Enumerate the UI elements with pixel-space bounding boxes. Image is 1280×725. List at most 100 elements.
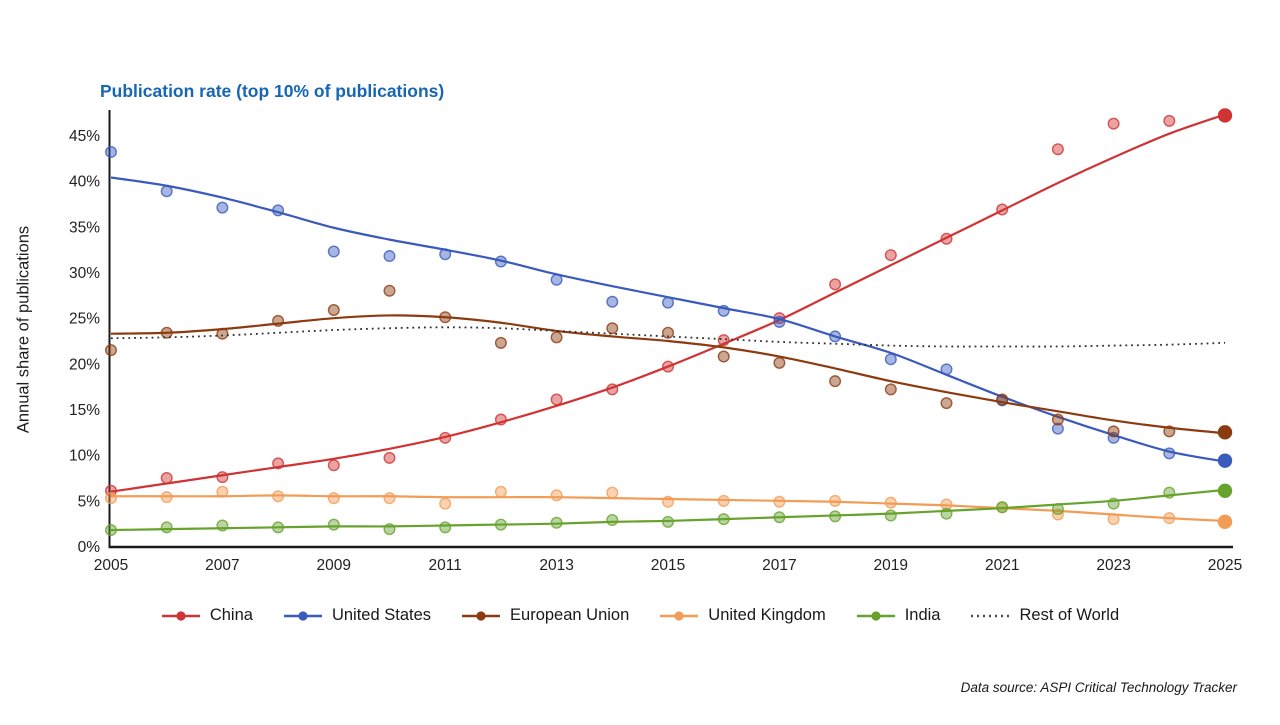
data-point-united-states-2008: [272, 204, 285, 217]
data-point-united-kingdom-2025: [1217, 514, 1233, 530]
data-point-india-2016: [717, 513, 730, 526]
data-point-european-union-2005: [104, 344, 117, 357]
data-point-european-union-2009: [327, 303, 340, 316]
data-point-united-states-2022: [1051, 422, 1064, 435]
data-point-united-states-2011: [439, 248, 452, 261]
data-point-european-union-2023: [1107, 425, 1120, 438]
trend-line-rest-of-world: [110, 326, 1226, 348]
data-point-european-union-2016: [717, 350, 730, 363]
data-point-united-states-2005: [104, 145, 117, 158]
data-point-india-2014: [606, 514, 619, 527]
data-point-india-2015: [662, 515, 675, 528]
data-point-india-2021: [996, 501, 1009, 514]
x-tick-label: 2019: [874, 557, 908, 574]
data-point-united-kingdom-2019: [884, 496, 897, 509]
data-point-united-states-2009: [327, 245, 340, 258]
chart-title: Publication rate (top 10% of publication…: [100, 81, 445, 101]
data-point-china-2013: [550, 393, 563, 406]
data-source-note: Data source: ASPI Critical Technology Tr…: [960, 680, 1237, 695]
data-point-china-2009: [327, 459, 340, 472]
data-point-united-kingdom-2014: [606, 486, 619, 499]
dotted-line-marker-icon: [971, 614, 1010, 617]
data-point-united-kingdom-2006: [160, 491, 173, 504]
legend-label: United Kingdom: [708, 606, 826, 624]
data-point-united-states-2018: [829, 330, 842, 343]
data-point-united-kingdom-2005: [104, 492, 117, 505]
y-tick-label: 25%: [69, 311, 100, 328]
y-tick-label: 5%: [78, 493, 101, 510]
legend-item-china: China: [161, 606, 253, 625]
data-point-china-2010: [383, 451, 396, 464]
data-point-india-2010: [383, 523, 396, 536]
legend-item-united-states: United States: [283, 606, 431, 625]
trend-line-european-union: [110, 314, 1226, 435]
data-point-united-kingdom-2011: [439, 497, 452, 510]
data-point-european-union-2015: [662, 326, 675, 339]
data-point-china-2006: [160, 472, 173, 485]
data-point-india-2024: [1163, 486, 1176, 499]
data-point-united-states-2017: [773, 315, 786, 328]
data-point-india-2009: [327, 518, 340, 531]
data-point-united-kingdom-2015: [662, 495, 675, 508]
line-dot-marker-icon: [462, 610, 501, 621]
data-point-india-2012: [494, 518, 507, 531]
legend-item-india: India: [856, 606, 940, 625]
y-tick-label: 0%: [78, 539, 101, 556]
data-point-united-states-2012: [494, 255, 507, 268]
x-tick-label: 2015: [651, 557, 685, 574]
data-point-china-2015: [662, 360, 675, 373]
data-point-china-2019: [884, 249, 897, 262]
data-point-india-2022: [1051, 503, 1064, 516]
legend-item-united-kingdom: United Kingdom: [659, 606, 826, 625]
data-point-united-kingdom-2008: [272, 490, 285, 503]
legend-item-rest-of-world: Rest of World: [970, 606, 1119, 625]
data-point-european-union-2006: [160, 326, 173, 339]
data-point-china-2024: [1163, 114, 1176, 127]
data-point-united-states-2006: [160, 185, 173, 198]
y-tick-label: 40%: [69, 174, 100, 191]
data-point-india-2017: [773, 511, 786, 524]
data-point-china-2011: [439, 431, 452, 444]
data-point-united-kingdom-2024: [1163, 512, 1176, 525]
data-point-india-2025: [1217, 483, 1233, 498]
data-point-india-2023: [1107, 497, 1120, 510]
data-point-european-union-2025: [1217, 425, 1233, 440]
data-point-european-union-2007: [216, 327, 229, 340]
trend-line-united-kingdom: [111, 494, 1226, 523]
data-point-european-union-2011: [439, 311, 452, 324]
data-point-china-2020: [940, 232, 953, 245]
legend-label: Rest of World: [1019, 606, 1120, 624]
line-dot-marker-icon: [856, 610, 895, 621]
data-point-united-states-2023: [1107, 431, 1120, 444]
data-point-united-kingdom-2016: [717, 494, 730, 507]
data-point-china-2007: [216, 471, 229, 484]
data-point-united-states-2020: [940, 363, 953, 376]
legend-label: European Union: [510, 606, 630, 624]
data-point-china-2023: [1107, 117, 1120, 130]
data-point-united-kingdom-2023: [1107, 513, 1120, 526]
line-dot-marker-icon: [283, 610, 322, 621]
data-point-united-kingdom-2013: [550, 489, 563, 502]
y-tick-label: 35%: [69, 219, 100, 236]
trend-line-india: [110, 488, 1226, 532]
data-point-united-states-2007: [216, 201, 229, 214]
data-point-india-2013: [550, 516, 563, 529]
data-point-european-union-2018: [829, 375, 842, 388]
data-point-european-union-2021: [996, 393, 1009, 406]
data-point-china-2021: [996, 203, 1009, 216]
data-point-united-states-2024: [1163, 447, 1176, 460]
data-point-european-union-2012: [494, 336, 507, 349]
x-tick-label: 2007: [205, 557, 239, 574]
data-point-european-union-2024: [1163, 425, 1176, 438]
y-tick-label: 15%: [69, 402, 100, 419]
data-point-european-union-2019: [884, 383, 897, 396]
data-point-european-union-2008: [272, 314, 285, 327]
data-point-india-2008: [272, 521, 285, 534]
data-point-united-states-2016: [717, 304, 730, 317]
x-tick-label: 2023: [1096, 557, 1130, 574]
data-point-united-kingdom-2012: [494, 485, 507, 498]
data-point-european-union-2013: [550, 331, 563, 344]
data-point-united-states-2014: [606, 295, 619, 308]
data-point-china-2025: [1217, 108, 1233, 123]
